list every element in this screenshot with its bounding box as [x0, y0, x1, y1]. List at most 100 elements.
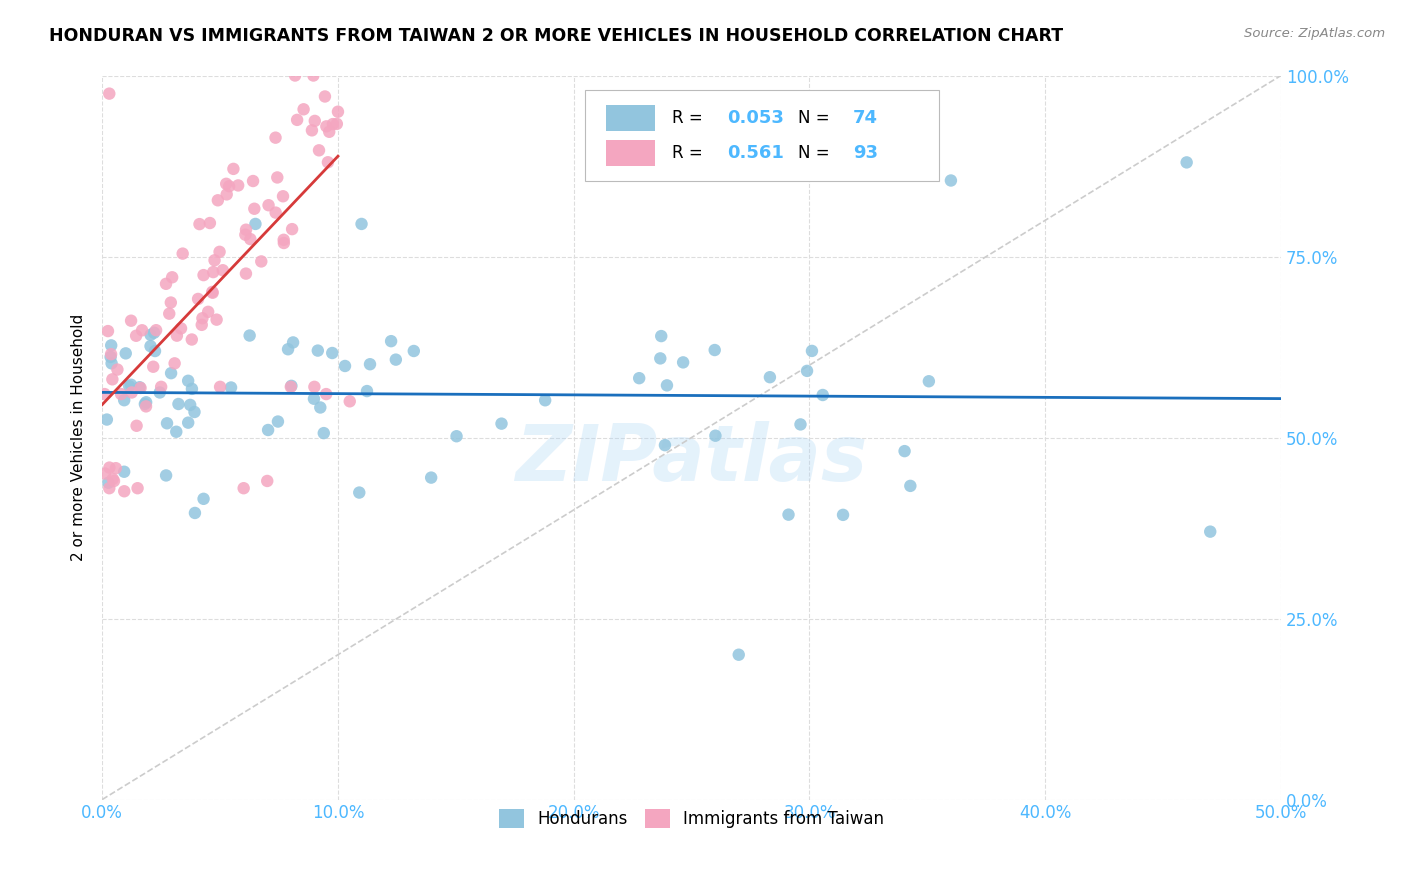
Point: [121, 385, 143, 400]
Point: [226, 178, 249, 193]
Point: [134, 397, 156, 411]
Point: [112, 393, 135, 408]
Point: [655, 378, 678, 392]
Point: [110, 387, 132, 401]
Point: [211, 263, 233, 277]
Text: R =: R =: [672, 109, 707, 127]
Point: [127, 481, 149, 495]
Point: [380, 334, 402, 348]
Point: [301, 123, 323, 137]
Point: [446, 429, 468, 443]
Point: [235, 267, 257, 281]
Point: [280, 379, 302, 393]
Text: HONDURAN VS IMMIGRANTS FROM TAIWAN 2 OR MORE VEHICLES IN HOUSEHOLD CORRELATION C: HONDURAN VS IMMIGRANTS FROM TAIWAN 2 OR …: [49, 27, 1063, 45]
Point: [125, 418, 148, 433]
Point: [215, 187, 238, 202]
Text: ZIPatlas: ZIPatlas: [516, 421, 868, 497]
Point: [318, 125, 340, 139]
Point: [402, 343, 425, 358]
Point: [309, 401, 332, 415]
Point: [100, 350, 122, 364]
Point: [135, 395, 157, 409]
Point: [1175, 155, 1198, 169]
Point: [285, 112, 308, 127]
Point: [650, 329, 672, 343]
Point: [281, 335, 304, 350]
Point: [326, 117, 349, 131]
Point: [257, 198, 280, 212]
Point: [157, 307, 180, 321]
Point: [1199, 524, 1222, 539]
Point: [235, 223, 257, 237]
Point: [201, 285, 224, 299]
Point: [292, 103, 315, 117]
Point: [204, 253, 226, 268]
Point: [266, 170, 288, 185]
Point: [322, 117, 344, 131]
Point: [321, 346, 343, 360]
Point: [198, 216, 221, 230]
Point: [139, 327, 162, 342]
Point: [703, 343, 725, 357]
Point: [208, 244, 231, 259]
Point: [350, 217, 373, 231]
Point: [232, 481, 254, 495]
Point: [273, 235, 295, 250]
Point: [143, 326, 166, 340]
Bar: [606, 140, 655, 166]
Point: [201, 285, 224, 300]
Point: [250, 254, 273, 268]
Point: [139, 339, 162, 353]
Point: [100, 347, 122, 361]
Point: [315, 120, 337, 134]
Point: [125, 328, 148, 343]
Y-axis label: 2 or more Vehicles in Household: 2 or more Vehicles in Household: [72, 314, 86, 561]
Point: [101, 472, 124, 486]
Point: [264, 130, 287, 145]
Point: [207, 194, 229, 208]
Point: [302, 392, 325, 406]
Point: [160, 366, 183, 380]
Point: [112, 484, 135, 499]
Point: [107, 362, 129, 376]
Point: [205, 312, 228, 326]
Point: [98, 87, 121, 101]
Point: [796, 364, 818, 378]
Point: [118, 379, 141, 393]
Point: [94, 467, 117, 481]
Point: [197, 305, 219, 319]
Point: [534, 393, 557, 408]
Point: [326, 104, 349, 119]
Text: Source: ZipAtlas.com: Source: ZipAtlas.com: [1244, 27, 1385, 40]
Point: [316, 155, 339, 169]
Point: [98, 481, 121, 495]
Point: [100, 356, 122, 370]
Point: [898, 479, 921, 493]
Text: 0.561: 0.561: [727, 144, 783, 162]
Point: [187, 292, 209, 306]
Point: [114, 346, 136, 360]
Point: [257, 423, 280, 437]
Point: [304, 114, 326, 128]
Point: [155, 277, 177, 291]
Point: [256, 474, 278, 488]
Point: [97, 475, 120, 490]
Point: [101, 372, 124, 386]
Text: 93: 93: [853, 144, 879, 162]
Point: [167, 397, 190, 411]
Point: [129, 381, 152, 395]
Point: [271, 189, 294, 203]
Point: [149, 385, 172, 400]
Point: [183, 405, 205, 419]
Point: [356, 384, 378, 398]
Point: [832, 508, 855, 522]
Point: [267, 415, 290, 429]
Point: [349, 485, 371, 500]
Point: [420, 470, 443, 484]
Point: [193, 491, 215, 506]
Point: [239, 328, 262, 343]
Text: N =: N =: [797, 109, 835, 127]
Point: [97, 324, 120, 338]
Point: [333, 359, 356, 373]
Point: [650, 351, 672, 366]
